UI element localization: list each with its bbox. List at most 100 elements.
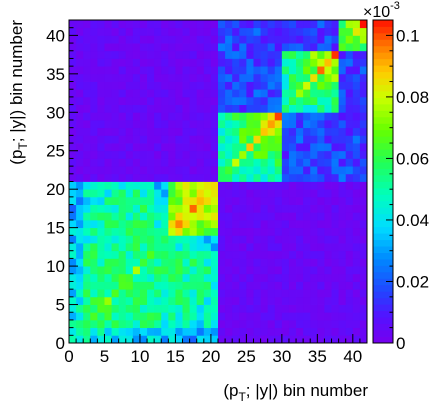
heatmap-cell [196, 20, 205, 29]
heatmap-cell [83, 96, 91, 105]
heatmap-cell [147, 35, 155, 44]
heatmap-cell [196, 158, 205, 167]
heatmap-cell [111, 327, 120, 336]
heatmap-cell [111, 296, 120, 305]
heatmap-cell [210, 150, 219, 159]
heatmap-cell [111, 66, 120, 75]
heatmap-cell [147, 89, 155, 98]
heatmap-cell [189, 127, 198, 136]
heatmap-cell [147, 135, 155, 144]
heatmap-cell [352, 181, 361, 190]
heatmap-cell [125, 81, 134, 90]
heatmap-cell [139, 143, 148, 152]
heatmap-cell [83, 289, 91, 298]
heatmap-cell [154, 243, 162, 252]
heatmap-cell [139, 312, 148, 321]
heatmap-cell [317, 150, 325, 159]
heatmap-cell [296, 166, 304, 175]
heatmap-cell [189, 281, 198, 290]
heatmap-cell [104, 112, 112, 121]
heatmap-cell [97, 196, 105, 205]
heatmap-cell [132, 150, 141, 159]
heatmap-cell [97, 243, 105, 252]
heatmap-cell [359, 50, 368, 59]
heatmap-cell [260, 66, 269, 75]
heatmap-cell [253, 173, 261, 182]
heatmap-cell [338, 112, 347, 121]
color-bar-segment [373, 239, 393, 247]
heatmap-cell [161, 227, 169, 236]
heatmap-cell [331, 189, 340, 198]
heatmap-cell [90, 73, 98, 82]
heatmap-cell [175, 135, 183, 144]
heatmap-cell [296, 143, 304, 152]
heatmap-cell [125, 166, 134, 175]
heatmap-cell [132, 89, 141, 98]
color-bar-segment [373, 252, 393, 260]
heatmap-cell [345, 296, 354, 305]
heatmap-cell [267, 319, 276, 329]
heatmap-cell [203, 235, 212, 244]
heatmap-cell [111, 96, 120, 105]
x-tick-label: 30 [272, 347, 291, 366]
heatmap-cell [76, 266, 84, 275]
heatmap-cell [225, 58, 233, 67]
heatmap-cell [352, 189, 361, 198]
heatmap-cell [189, 58, 198, 67]
heatmap-cell [210, 319, 219, 329]
heatmap-cell [281, 43, 290, 52]
heatmap-cell [147, 173, 155, 182]
heatmap-cell [104, 73, 112, 82]
heatmap-cell [132, 81, 141, 90]
heatmap-cell [97, 73, 105, 82]
heatmap-cell [147, 96, 155, 105]
heatmap-cell [203, 289, 212, 298]
heatmap-cell [111, 181, 120, 190]
heatmap-cell [111, 258, 120, 267]
heatmap-cell [161, 212, 169, 221]
heatmap-cell [132, 135, 141, 144]
heatmap-cell [125, 104, 134, 113]
heatmap-cell [281, 166, 290, 175]
heatmap-cell [310, 289, 318, 298]
heatmap-cell [303, 296, 311, 305]
heatmap-cell [196, 219, 205, 229]
heatmap-cell [196, 327, 205, 336]
heatmap-cell [161, 335, 169, 344]
heatmap-cell [352, 296, 361, 305]
heatmap-cell [225, 266, 233, 275]
heatmap-cell [90, 281, 98, 290]
heatmap-cell [111, 212, 120, 221]
heatmap-cell [260, 73, 269, 82]
heatmap-cell [232, 273, 240, 282]
heatmap-cell [310, 89, 318, 98]
heatmap-cell [154, 166, 162, 175]
heatmap-cell [83, 50, 91, 59]
heatmap-cell [125, 158, 134, 167]
heatmap-cell [69, 327, 77, 336]
heatmap-cell [303, 319, 311, 329]
heatmap-cell [182, 235, 191, 244]
heatmap-cell [303, 196, 311, 205]
heatmap-cell [267, 266, 276, 275]
heatmap-cell [90, 196, 98, 205]
heatmap-cell [288, 135, 297, 144]
heatmap-cell [359, 296, 368, 305]
heatmap-cell [203, 119, 212, 129]
heatmap-cell [281, 143, 290, 152]
heatmap-cell [338, 158, 347, 167]
heatmap-cell [118, 189, 127, 198]
heatmap-cell [203, 173, 212, 182]
heatmap-cell [260, 266, 269, 275]
heatmap-cell [253, 312, 261, 321]
heatmap-cell [196, 43, 205, 52]
heatmap-cell [303, 250, 311, 259]
heatmap-cell [267, 104, 276, 113]
heatmap-cell [161, 243, 169, 252]
heatmap-cell [83, 335, 91, 344]
heatmap-cell [331, 258, 340, 267]
heatmap-cell [324, 258, 332, 267]
heatmap-cell [175, 150, 183, 159]
heatmap-cell [69, 27, 77, 36]
heatmap-cell [111, 219, 120, 229]
